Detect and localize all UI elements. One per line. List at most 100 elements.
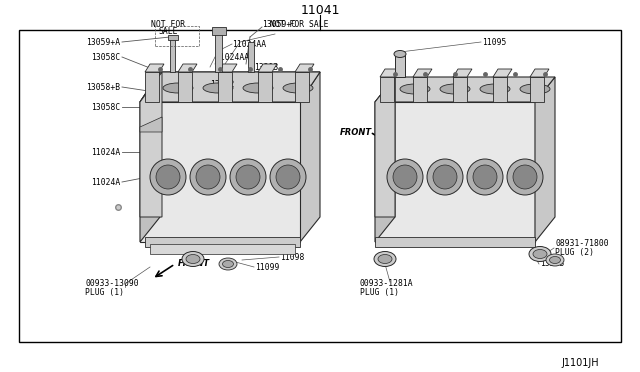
Polygon shape: [145, 64, 164, 72]
Text: 13058C: 13058C: [91, 103, 120, 112]
Circle shape: [270, 159, 306, 195]
Polygon shape: [168, 35, 178, 40]
Text: 11098: 11098: [280, 253, 305, 262]
Text: 11024AA: 11024AA: [215, 52, 249, 61]
Ellipse shape: [182, 251, 204, 266]
Circle shape: [156, 165, 180, 189]
Polygon shape: [258, 72, 272, 102]
Circle shape: [507, 159, 543, 195]
Polygon shape: [530, 69, 549, 77]
Circle shape: [467, 159, 503, 195]
Text: 13059+A: 13059+A: [86, 38, 120, 46]
Polygon shape: [375, 77, 555, 102]
Text: 13058+B: 13058+B: [86, 83, 120, 92]
Ellipse shape: [163, 83, 193, 93]
Text: 11024A: 11024A: [91, 148, 120, 157]
Text: 11024AA: 11024AA: [232, 39, 266, 48]
Circle shape: [150, 159, 186, 195]
Ellipse shape: [186, 254, 200, 263]
Polygon shape: [140, 72, 320, 102]
Text: 13212: 13212: [210, 80, 234, 89]
Polygon shape: [258, 64, 277, 72]
Polygon shape: [140, 102, 300, 242]
Circle shape: [190, 159, 226, 195]
Circle shape: [230, 159, 266, 195]
Polygon shape: [140, 72, 162, 217]
Text: J1101JH: J1101JH: [561, 358, 599, 368]
Polygon shape: [140, 117, 162, 132]
Ellipse shape: [546, 254, 564, 266]
Polygon shape: [375, 237, 535, 247]
Polygon shape: [150, 244, 295, 254]
Polygon shape: [140, 72, 320, 102]
Text: NOT FOR: NOT FOR: [151, 20, 185, 29]
Text: FRONT: FRONT: [340, 128, 372, 137]
Polygon shape: [493, 77, 507, 102]
Text: 13059+C: 13059+C: [262, 19, 296, 29]
Ellipse shape: [219, 258, 237, 270]
Ellipse shape: [283, 83, 313, 93]
Polygon shape: [413, 77, 427, 102]
Polygon shape: [380, 69, 399, 77]
Text: 13058C: 13058C: [91, 52, 120, 61]
Text: 11099: 11099: [255, 263, 280, 272]
Ellipse shape: [480, 84, 510, 94]
Text: 00933-1281A: 00933-1281A: [360, 279, 413, 289]
Polygon shape: [395, 54, 405, 77]
Circle shape: [393, 165, 417, 189]
Polygon shape: [493, 69, 512, 77]
Polygon shape: [145, 72, 159, 102]
Text: NOT FOR SALE: NOT FOR SALE: [270, 20, 328, 29]
Polygon shape: [178, 72, 192, 102]
Polygon shape: [375, 77, 395, 217]
Text: PLUG (2): PLUG (2): [555, 247, 594, 257]
Ellipse shape: [520, 84, 550, 94]
Polygon shape: [380, 77, 394, 102]
Polygon shape: [248, 42, 254, 72]
Polygon shape: [375, 77, 395, 242]
Text: 13273: 13273: [540, 260, 564, 269]
Ellipse shape: [394, 51, 406, 58]
Polygon shape: [535, 77, 555, 242]
Text: 13213: 13213: [254, 62, 278, 71]
Polygon shape: [300, 72, 320, 242]
Bar: [19, 30, 621, 342]
Text: PLUG (1): PLUG (1): [85, 288, 124, 296]
Text: 11095: 11095: [482, 38, 506, 46]
Text: 11041: 11041: [300, 3, 340, 16]
Ellipse shape: [550, 257, 561, 263]
Polygon shape: [218, 72, 232, 102]
Circle shape: [387, 159, 423, 195]
Circle shape: [427, 159, 463, 195]
Circle shape: [276, 165, 300, 189]
Ellipse shape: [378, 254, 392, 263]
Text: 08931-71800: 08931-71800: [555, 240, 609, 248]
Circle shape: [196, 165, 220, 189]
Polygon shape: [375, 102, 535, 242]
Bar: [155, 26, 199, 46]
Polygon shape: [145, 237, 300, 247]
Ellipse shape: [203, 83, 233, 93]
Ellipse shape: [533, 250, 547, 259]
Polygon shape: [295, 64, 314, 72]
Text: 00933-13090: 00933-13090: [85, 279, 139, 289]
Text: PLUG (1): PLUG (1): [360, 288, 399, 296]
Text: SALE: SALE: [158, 27, 178, 36]
Polygon shape: [140, 72, 160, 242]
Circle shape: [433, 165, 457, 189]
Ellipse shape: [529, 247, 551, 262]
Polygon shape: [413, 69, 432, 77]
Circle shape: [473, 165, 497, 189]
Ellipse shape: [223, 260, 234, 267]
Ellipse shape: [374, 251, 396, 266]
Polygon shape: [295, 72, 309, 102]
Polygon shape: [215, 32, 222, 72]
Circle shape: [513, 165, 537, 189]
Circle shape: [236, 165, 260, 189]
Text: FRONT: FRONT: [178, 260, 210, 269]
Polygon shape: [530, 77, 544, 102]
Polygon shape: [453, 69, 472, 77]
Ellipse shape: [440, 84, 470, 94]
Polygon shape: [218, 64, 237, 72]
Polygon shape: [178, 64, 197, 72]
